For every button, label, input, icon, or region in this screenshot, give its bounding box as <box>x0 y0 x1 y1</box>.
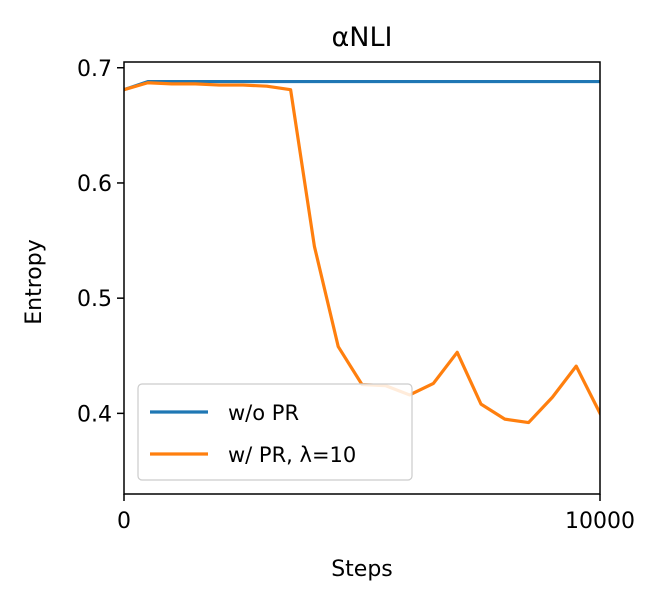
y-axis-label: Entropy <box>22 239 47 324</box>
x-tick-label: 10000 <box>565 509 635 534</box>
plot-frame <box>123 61 601 495</box>
series-line-2 <box>124 81 600 425</box>
legend-box <box>137 383 413 481</box>
legend: w/o PR w/ PR, λ=10 <box>137 383 413 481</box>
y-tick-label: 0.7 <box>77 57 112 82</box>
x-axis-label: Steps <box>331 557 393 582</box>
y-tick-label: 0.6 <box>77 172 112 197</box>
x-tick-label: 0 <box>117 509 131 534</box>
legend-label-2: w/ PR, λ=10 <box>228 443 356 467</box>
series-line-1 <box>124 79 600 92</box>
y-tick-label: 0.4 <box>77 402 112 427</box>
legend-label-1: w/o PR <box>228 401 299 425</box>
y-tick-label: 0.5 <box>77 287 112 312</box>
chart-title: αNLI <box>331 22 392 53</box>
